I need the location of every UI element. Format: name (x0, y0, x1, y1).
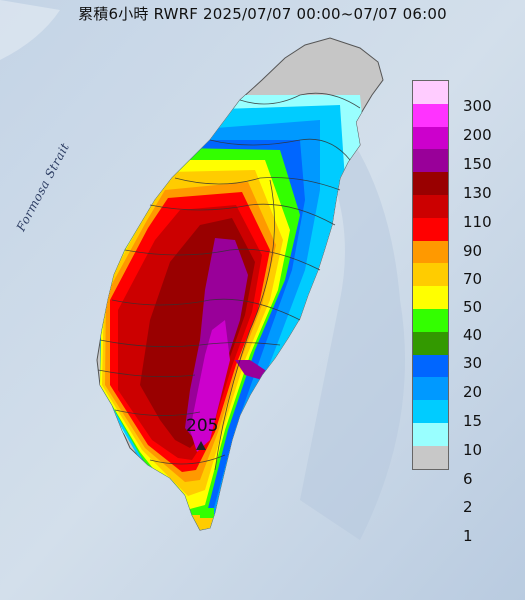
legend-swatch (413, 172, 448, 195)
legend-swatch (413, 194, 448, 218)
legend-label: 20 (463, 383, 483, 401)
legend-swatch (413, 377, 448, 401)
legend-label: 130 (463, 184, 492, 202)
legend-label: 200 (463, 126, 492, 144)
legend-swatch (413, 422, 448, 446)
legend-swatch (413, 308, 448, 332)
legend-label: 70 (463, 270, 483, 288)
legend-swatch (413, 286, 448, 309)
legend-swatch (413, 240, 448, 264)
legend-swatch (413, 126, 448, 150)
legend-label: 110 (463, 213, 492, 231)
legend-label: 300 (463, 97, 492, 115)
legend-label: 30 (463, 354, 483, 372)
legend-label: 1 (463, 527, 473, 545)
legend-swatch (413, 81, 448, 104)
legend-label: 6 (463, 470, 473, 488)
legend-label: 2 (463, 498, 473, 516)
legend-label: 50 (463, 298, 483, 316)
legend-label: 40 (463, 326, 483, 344)
legend-swatch (413, 149, 448, 173)
legend-label: 15 (463, 412, 483, 430)
legend-swatch (413, 217, 448, 241)
legend-swatch (413, 263, 448, 287)
color-legend (412, 80, 449, 470)
legend-swatch (413, 400, 448, 423)
legend-swatch (413, 331, 448, 355)
max-rainfall-value: 205 (186, 416, 219, 436)
legend-swatch (413, 103, 448, 127)
legend-label: 10 (463, 441, 483, 459)
legend-label: 150 (463, 155, 492, 173)
legend-swatch (413, 354, 448, 378)
legend-swatch (413, 445, 448, 469)
map-title: 累積6小時 RWRF 2025/07/07 00:00~07/07 06:00 (78, 5, 447, 23)
legend-label: 90 (463, 242, 483, 260)
max-location-marker (196, 441, 206, 450)
